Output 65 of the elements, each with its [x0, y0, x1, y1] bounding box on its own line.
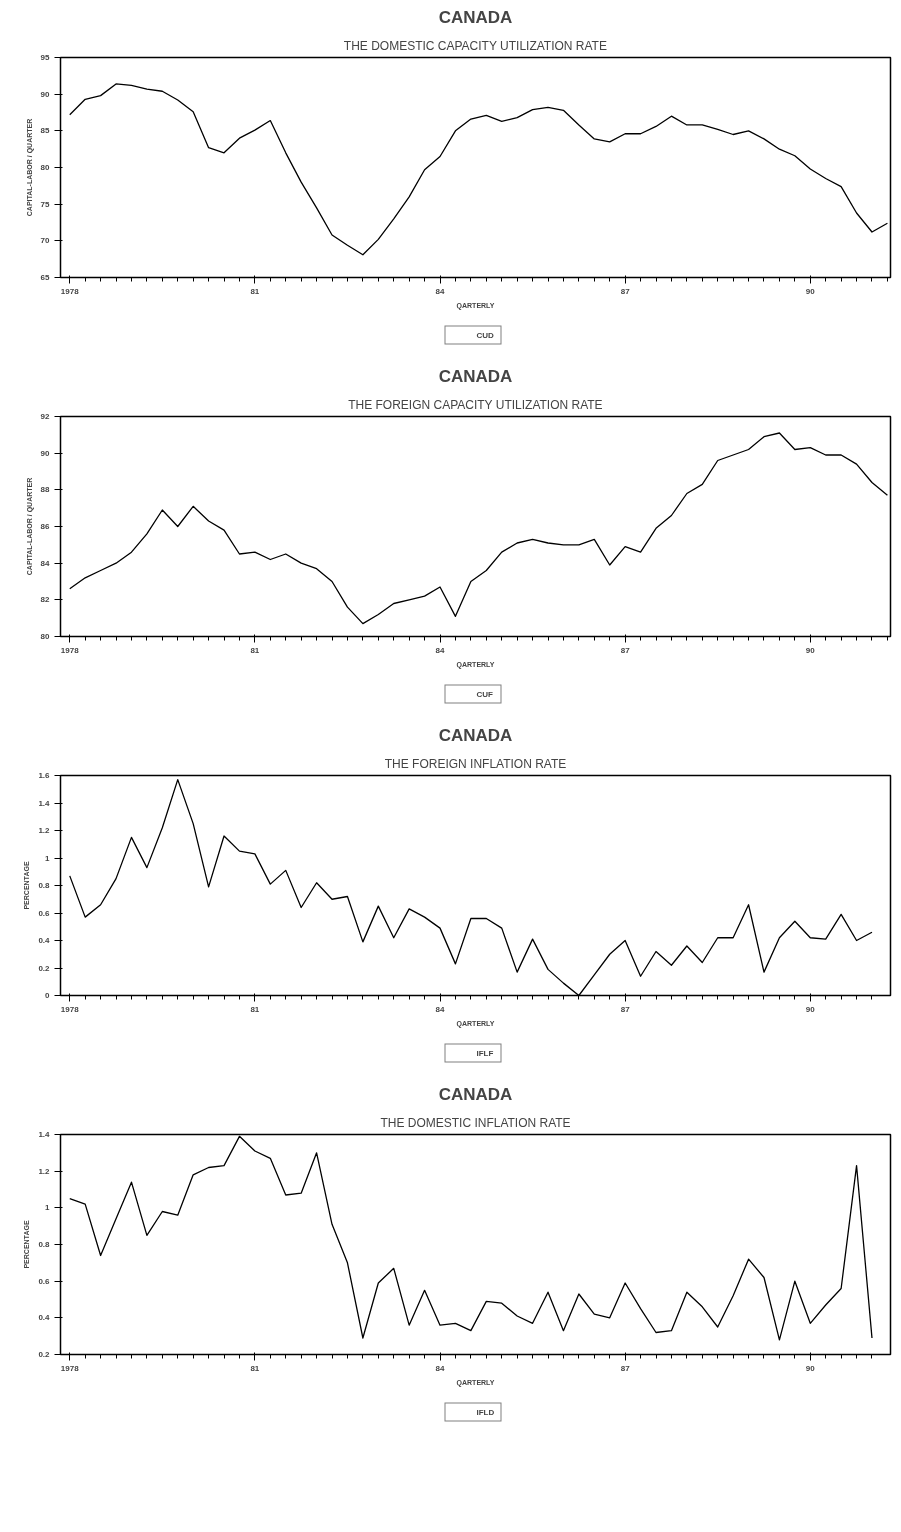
x-tick-label: 81: [250, 1004, 260, 1014]
chart-title: CANADA: [438, 366, 513, 386]
x-tick-label: 81: [250, 286, 260, 296]
x-tick-label: 90: [805, 1004, 816, 1014]
x-tick-label: 90: [805, 286, 816, 296]
y-tick-label: 0.8: [38, 881, 51, 890]
y-tick-label: 0.2: [38, 963, 51, 973]
y-tick-label: 1.2: [38, 1166, 51, 1176]
line-series: [69, 83, 889, 256]
x-tick-label: 87: [620, 1363, 631, 1373]
x-tick-label: 87: [620, 1004, 631, 1014]
chart-subtitle: THE DOMESTIC INFLATION RATE: [380, 1115, 571, 1130]
y-tick-label: 1.2: [38, 826, 51, 835]
x-tick-label: 81: [250, 645, 260, 655]
y-tick-label: 90: [40, 89, 51, 99]
y-tick-label: 0.4: [38, 936, 51, 945]
line-series: [69, 778, 873, 996]
y-tick-label: 82: [40, 595, 51, 605]
chart-subtitle: THE FOREIGN CAPACITY UTILIZATION RATE: [348, 397, 603, 412]
y-tick-label: 0.6: [38, 1276, 51, 1286]
chart-title: CANADA: [438, 1084, 513, 1104]
x-tick-label: 84: [435, 286, 446, 296]
y-tick-label: 80: [40, 163, 51, 172]
y-tick-label: 80: [40, 632, 51, 641]
y-tick-label: 95: [40, 53, 51, 62]
y-tick-label: 0.6: [38, 908, 51, 918]
y-tick-label: 86: [40, 522, 51, 531]
y-tick-label: 1.4: [38, 1130, 51, 1139]
y-tick-label: 1.6: [38, 771, 51, 780]
line-series: [69, 432, 889, 625]
chart-title: CANADA: [438, 7, 513, 27]
text: CUF: [476, 689, 494, 699]
y-tick-label: 0.2: [38, 1350, 51, 1359]
x-tick-label: 81: [250, 1363, 260, 1373]
x-tick-label: 84: [435, 1004, 446, 1014]
y-tick-label: 75: [40, 199, 51, 209]
x-tick-label: 84: [435, 1363, 446, 1373]
y-tick-label: 88: [40, 485, 51, 495]
text: IFLD: [476, 1407, 496, 1417]
y-tick-label: 90: [40, 448, 51, 458]
y-tick-label: 84: [40, 558, 51, 568]
x-tick-label: 1978: [60, 1004, 80, 1014]
y-tick-label: 0.4: [38, 1313, 51, 1323]
x-tick-label: 87: [620, 645, 631, 655]
x-tick-label: 1978: [60, 286, 80, 296]
y-tick-label: 85: [40, 126, 51, 136]
chart-subtitle: THE FOREIGN INFLATION RATE: [384, 756, 567, 771]
x-tick-label: 90: [805, 1363, 816, 1373]
y-tick-label: 65: [40, 273, 51, 282]
y-tick-label: 1.4: [38, 798, 51, 808]
y-tick-label: 1: [45, 853, 51, 863]
chart-title: CANADA: [438, 725, 513, 745]
y-tick-label: 70: [40, 236, 51, 246]
text: IFLF: [476, 1048, 495, 1058]
y-tick-label: 92: [40, 412, 51, 421]
x-tick-label: 1978: [60, 1363, 80, 1373]
x-tick-label: 87: [620, 286, 631, 296]
y-tick-label: 1: [45, 1203, 51, 1213]
y-tick-label: 0.8: [38, 1240, 51, 1249]
x-tick-label: 84: [435, 645, 446, 655]
chart-subtitle: THE DOMESTIC CAPACITY UTILIZATION RATE: [343, 38, 607, 53]
text: CUD: [476, 330, 495, 340]
y-tick-label: 0: [45, 991, 51, 1000]
x-tick-label: 1978: [60, 645, 80, 655]
x-tick-label: 90: [805, 645, 816, 655]
